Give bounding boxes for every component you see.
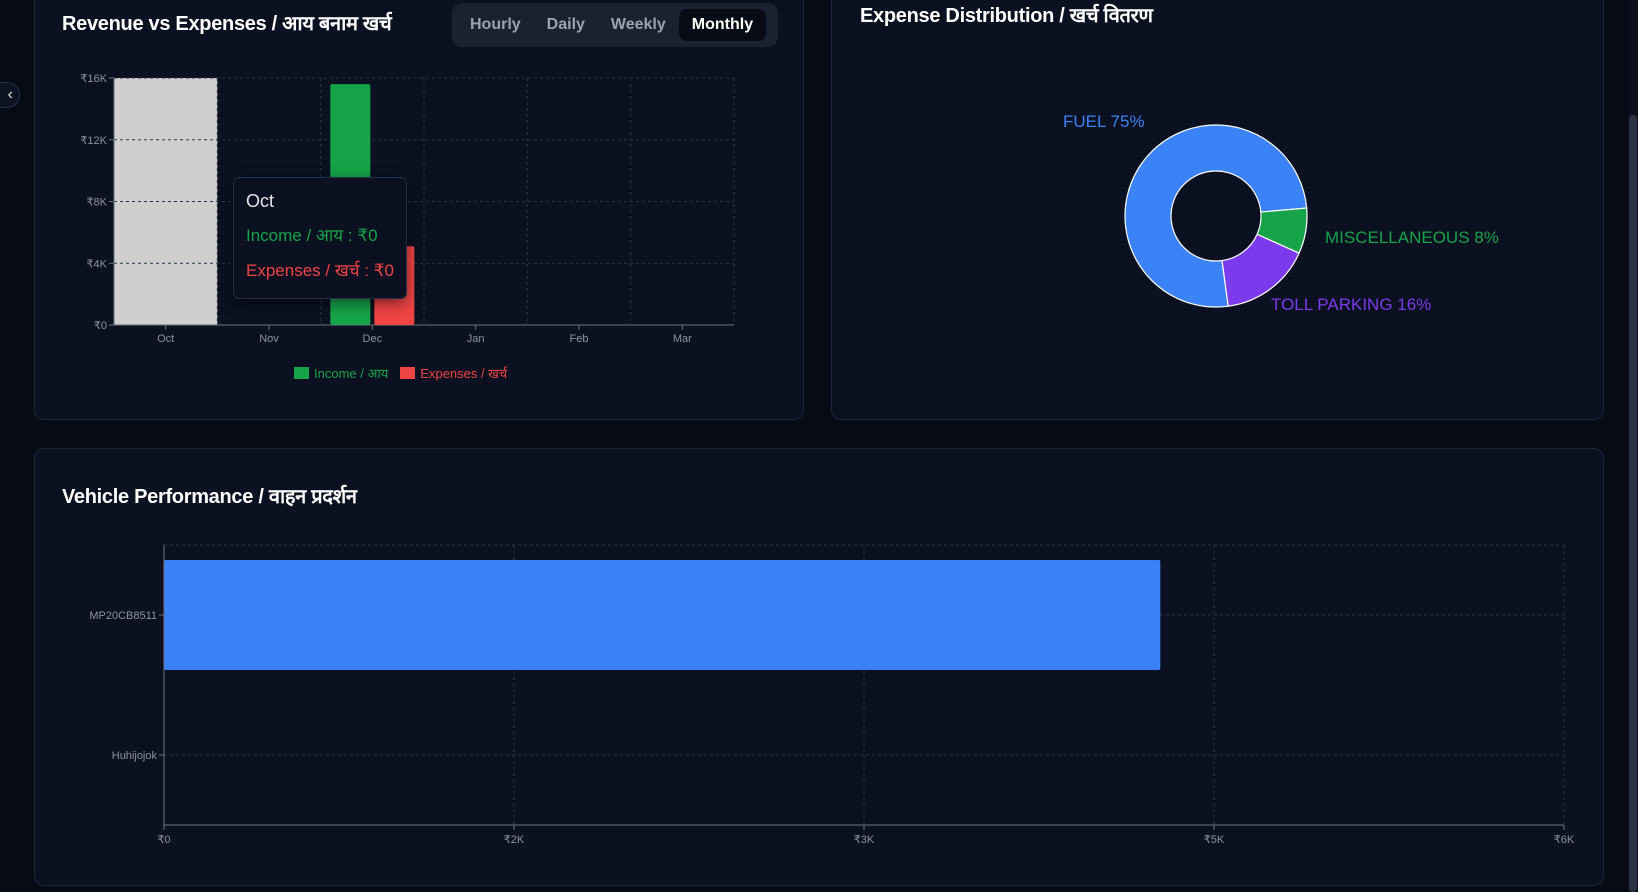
page-scrollbar-track[interactable] (1628, 0, 1638, 892)
expense-card-title: Expense Distribution / खर्च वितरण (860, 5, 1153, 27)
period-tabs: Hourly Daily Weekly Monthly (452, 3, 778, 47)
sidebar-collapse-button[interactable]: ‹ (0, 82, 20, 108)
revenue-card-title: Revenue vs Expenses / आय बनाम खर्च (62, 13, 392, 35)
donut-slice-fuel[interactable] (1124, 124, 1308, 308)
legend-label-income: Income / आय (314, 366, 389, 381)
tab-hourly[interactable]: Hourly (470, 16, 521, 33)
vehicle-performance-bar-chart: ₹0 ₹2K ₹3K ₹5K ₹6K MP20CB8511 Huhijojok (89, 544, 1575, 846)
y-tick-label: ₹8K (87, 197, 108, 209)
expense-distribution-card: Expense Distribution / खर्च वितरण FUEL 7… (831, 0, 1604, 420)
legend-item-income[interactable]: Income / आय (294, 364, 388, 382)
y-tick-label: Huhijojok (112, 750, 158, 762)
x-tick-label: ₹5K (1204, 834, 1225, 846)
page-scrollbar-thumb[interactable] (1629, 115, 1637, 892)
y-tick-label: ₹0 (94, 320, 107, 332)
x-tick-label: ₹0 (157, 834, 170, 846)
revenue-expenses-card: Revenue vs Expenses / आय बनाम खर्च Hourl… (34, 0, 804, 420)
donut-label-miscellaneous: MISCELLANEOUS 8% (1325, 228, 1499, 247)
tooltip-expenses: Expenses / खर्च : ₹0 (246, 261, 394, 280)
vehicle-bar[interactable] (164, 560, 1161, 670)
legend-swatch-income (294, 367, 309, 379)
x-tick-label: Dec (363, 333, 383, 345)
y-tick-label: ₹12K (80, 135, 107, 147)
tooltip-income: Income / आय : ₹0 (246, 226, 378, 245)
chart-legend: Income / आय Expenses / खर्च (294, 364, 507, 382)
hover-band (114, 78, 218, 325)
y-tick-label: ₹4K (87, 258, 108, 270)
revenue-expenses-bar-chart: ₹0 ₹4K ₹8K ₹12K ₹16K Oct Nov Dec Jan Feb Mar (80, 73, 735, 345)
vehicle-card-title: Vehicle Performance / वाहन प्रदर्शन (62, 486, 357, 508)
legend-item-expenses[interactable]: Expenses / खर्च (400, 364, 507, 382)
chevron-left-icon: ‹ (7, 86, 13, 103)
donut-label-toll-parking: TOLL PARKING 16% (1271, 295, 1431, 314)
legend-swatch-expenses (400, 367, 416, 379)
x-tick-label: Feb (570, 333, 589, 345)
donut-label-fuel: FUEL 75% (1063, 112, 1145, 131)
x-tick-label: Oct (157, 333, 174, 345)
x-tick-label: Jan (467, 333, 485, 345)
y-tick-label: MP20CB8511 (89, 610, 157, 622)
x-tick-label: ₹3K (854, 834, 875, 846)
legend-label-expenses: Expenses / खर्च (420, 366, 508, 381)
x-tick-label: Nov (259, 333, 279, 345)
x-tick-label: ₹6K (1554, 834, 1575, 846)
x-tick-label: Mar (673, 333, 692, 345)
expense-donut-chart: FUEL 75% MISCELLANEOUS 8% TOLL PARKING 16% (1063, 112, 1499, 314)
tab-weekly[interactable]: Weekly (610, 16, 666, 33)
vehicle-performance-card: Vehicle Performance / वाहन प्रदर्शन ₹0 ₹2… (34, 448, 1604, 886)
x-tick-label: ₹2K (504, 834, 525, 846)
y-tick-label: ₹16K (80, 73, 107, 85)
donut-slice-toll-parking[interactable] (1221, 233, 1300, 307)
chart-tooltip: Oct Income / आय : ₹0 Expenses / खर्च : ₹… (233, 177, 407, 299)
tab-daily[interactable]: Daily (546, 16, 585, 33)
tab-monthly[interactable]: Monthly (678, 9, 767, 41)
tooltip-title: Oct (246, 191, 275, 211)
